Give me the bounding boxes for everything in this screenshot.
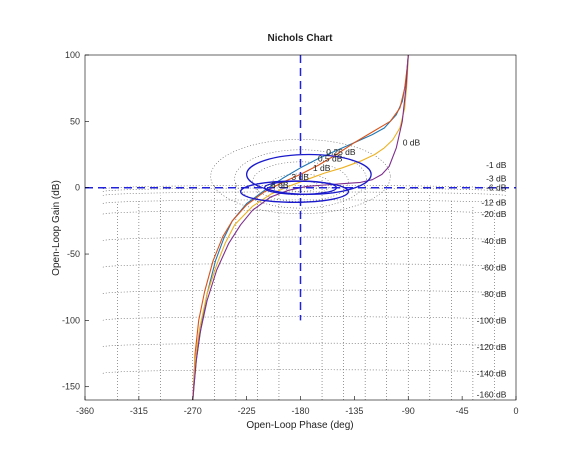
grid-m-circle — [210, 139, 391, 214]
grid-magnitude-label: -20 dB — [481, 209, 506, 219]
y-tick-label: 0 — [75, 183, 80, 193]
grid-magnitude-label: 3 dB — [291, 172, 309, 182]
grid-magnitude-label: -12 dB — [481, 197, 506, 207]
chart-title: Nichols Chart — [267, 33, 333, 44]
grid-magnitude-label: -40 dB — [481, 236, 506, 246]
grid-magnitude-curve — [102, 199, 507, 204]
grid-magnitude-label: -60 dB — [481, 262, 506, 272]
grid-magnitude-curve — [102, 342, 507, 348]
y-tick-label: -150 — [62, 382, 80, 392]
x-tick-label: -135 — [345, 406, 363, 416]
y-tick-label: 100 — [65, 50, 80, 60]
grid-magnitude-label: 1 dB — [313, 163, 331, 173]
x-tick-label: -225 — [238, 406, 256, 416]
y-axis-label: Open-Loop Gain (dB) — [51, 180, 62, 276]
x-axis-label: Open-Loop Phase (deg) — [246, 420, 353, 431]
grid-magnitude-label: 0.5 dB — [318, 154, 343, 164]
grid-magnitude-curve — [102, 187, 507, 192]
grid-magnitude-curve — [102, 369, 507, 374]
grid-m-circle — [282, 180, 319, 192]
grid-magnitude-label: 0.25 dB — [326, 147, 356, 157]
grid-magnitude-label: -100 dB — [477, 315, 507, 325]
grid-magnitude-label: -6 dB — [486, 183, 507, 193]
grid-magnitude-label: 0 dB — [403, 138, 421, 148]
grid-magnitude-label: -3 dB — [486, 173, 507, 183]
x-tick-label: -90 — [402, 406, 415, 416]
grid-magnitude-label: -1 dB — [486, 160, 507, 170]
grid-magnitude-curve — [102, 263, 507, 268]
annotation-ellipse — [239, 180, 350, 203]
x-tick-label: -270 — [184, 406, 202, 416]
grid-magnitude-label: -120 dB — [477, 342, 507, 352]
grid-magnitude-curve — [102, 316, 507, 321]
y-tick-label: 50 — [70, 116, 80, 126]
grid-magnitude-curve — [102, 210, 507, 215]
x-tick-label: 0 — [513, 406, 518, 416]
x-tick-label: -45 — [456, 406, 469, 416]
grid-m-circle — [252, 161, 349, 202]
series-line-3 — [192, 54, 409, 401]
grid-magnitude-curve — [102, 236, 507, 242]
y-tick-label: -50 — [67, 249, 80, 259]
grid-magnitude-label: -140 dB — [477, 368, 507, 378]
x-tick-label: -315 — [130, 406, 148, 416]
x-tick-label: -180 — [291, 406, 309, 416]
grid-magnitude-label: -80 dB — [481, 289, 506, 299]
grid-magnitude-label: 6 dB — [271, 180, 289, 190]
y-tick-label: -100 — [62, 315, 80, 325]
grid-magnitude-curve — [102, 289, 507, 295]
x-tick-label: -360 — [76, 406, 94, 416]
grid-magnitude-curve — [102, 191, 507, 196]
grid-magnitude-label: -160 dB — [477, 390, 507, 400]
